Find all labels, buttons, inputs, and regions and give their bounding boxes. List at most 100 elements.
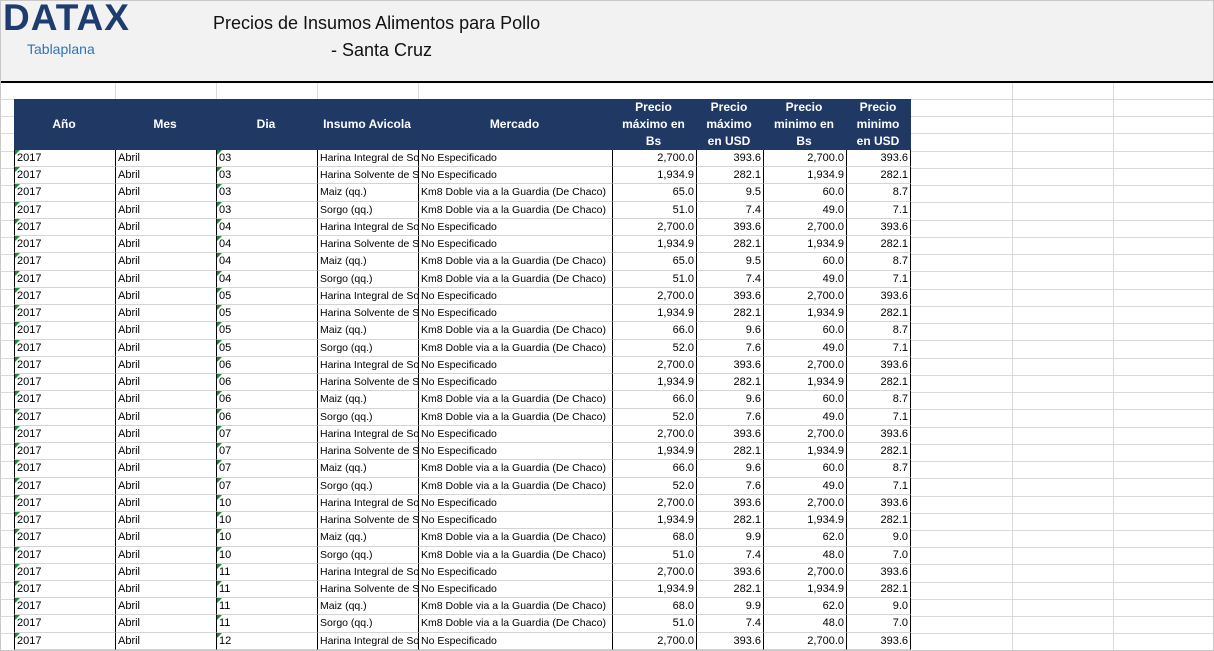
table-cell: 282.1 [846,305,911,323]
table-cell: No Especificado [418,236,612,254]
table-cell: 8.7 [846,184,911,202]
table-cell: Sorgo (qq.) [317,546,418,564]
table-cell: 10 [216,512,317,530]
table-cell: Maiz (qq.) [317,529,418,547]
table-cell: Harina Solvente de S [317,305,418,323]
table-cell: 06 [216,374,317,392]
table-cell: 2,700.0 [763,494,846,513]
table-cell: 393.6 [696,563,763,581]
table-cell: 52.0 [612,477,696,495]
column-header: Dia [216,99,317,150]
table-cell: No Especificado [418,563,612,581]
table-cell: No Especificado [418,632,612,650]
table-cell: Abril [115,391,216,409]
table-cell: 2017 [14,391,115,409]
table-cell: 2017 [14,425,115,444]
table-cell: 05 [216,339,317,357]
table-cell: Abril [115,581,216,599]
table-cell: 2017 [14,356,115,375]
table-cell: 2017 [14,218,115,237]
table-cell: No Especificado [418,374,612,392]
table-cell: 393.6 [696,218,763,237]
table-cell: Abril [115,529,216,547]
table-cell: 7.6 [696,408,763,426]
table-cell: 48.0 [763,546,846,564]
table-cell: 2017 [14,305,115,323]
table-cell: 1,934.9 [763,305,846,323]
table-cell: 9.6 [696,391,763,409]
table-cell: No Especificado [418,512,612,530]
table-cell: 48.0 [763,615,846,633]
table-cell: Harina Solvente de S [317,512,418,530]
table-cell: 68.0 [612,529,696,547]
table-cell: 66.0 [612,460,696,478]
table-cell: 1,934.9 [612,443,696,461]
table-cell: 393.6 [696,425,763,444]
table-cell: 2017 [14,322,115,340]
table-cell: 49.0 [763,270,846,288]
table-cell: Abril [115,201,216,219]
table-cell: 2017 [14,615,115,633]
table-cell: 2017 [14,339,115,357]
table-cell: 2017 [14,201,115,219]
table-cell: Harina Integral de So [317,356,418,375]
table-cell: Harina Integral de So [317,632,418,650]
table-cell: 7.4 [696,270,763,288]
table-cell: 7.0 [846,546,911,564]
table-cell: Abril [115,287,216,306]
table-cell: 1,934.9 [612,305,696,323]
table-cell: 9.6 [696,460,763,478]
table-cell: 52.0 [612,408,696,426]
table-cell: Km8 Doble via a la Guardia (De Chaco) [418,322,612,340]
table-cell: 07 [216,425,317,444]
table-cell: Sorgo (qq.) [317,408,418,426]
table-cell: 1,934.9 [763,374,846,392]
table-cell: 1,934.9 [612,512,696,530]
table-cell: 51.0 [612,615,696,633]
table-cell: 393.6 [696,356,763,375]
table-cell: Km8 Doble via a la Guardia (De Chaco) [418,408,612,426]
table-cell: 2017 [14,236,115,254]
table-cell: Abril [115,443,216,461]
table-cell: 2,700.0 [763,425,846,444]
table-cell: 2017 [14,581,115,599]
table-cell: Sorgo (qq.) [317,615,418,633]
table-cell: 60.0 [763,391,846,409]
header-band: DATAX Tablaplana Precios de Insumos Alim… [1,1,1213,83]
table-cell: 66.0 [612,391,696,409]
column-header: Precio minimo en USD [846,99,911,150]
table-cell: 68.0 [612,598,696,616]
table-cell: Km8 Doble via a la Guardia (De Chaco) [418,546,612,564]
table-cell: Sorgo (qq.) [317,201,418,219]
table-cell: 282.1 [846,581,911,599]
table-cell: 9.9 [696,529,763,547]
table-cell: Abril [115,236,216,254]
table-cell: Abril [115,270,216,288]
table-cell: 65.0 [612,184,696,202]
table-cell: Maiz (qq.) [317,322,418,340]
table-cell: Km8 Doble via a la Guardia (De Chaco) [418,391,612,409]
table-cell: 60.0 [763,322,846,340]
table-cell: 8.7 [846,253,911,271]
table-cell: Abril [115,615,216,633]
table-cell: 60.0 [763,184,846,202]
table-cell: 06 [216,391,317,409]
table-cell: 393.6 [696,494,763,513]
table-cell: 393.6 [846,632,911,650]
logo-subtitle: Tablaplana [27,41,95,57]
table-cell: 51.0 [612,546,696,564]
table-cell: 04 [216,253,317,271]
table-cell: No Especificado [418,494,612,513]
table-cell: 05 [216,322,317,340]
table-cell: 2017 [14,253,115,271]
table-cell: 2017 [14,512,115,530]
table-cell: 1,934.9 [763,167,846,185]
table-cell: 393.6 [846,425,911,444]
table-cell: 11 [216,581,317,599]
table-cell: 1,934.9 [612,236,696,254]
gridline-v [1012,83,1013,650]
table-cell: Abril [115,460,216,478]
table-cell: 07 [216,477,317,495]
table-cell: 51.0 [612,201,696,219]
